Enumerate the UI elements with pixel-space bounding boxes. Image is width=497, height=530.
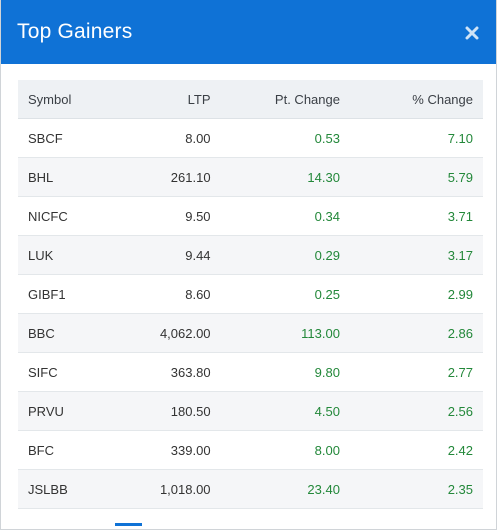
cell-ltp: 9.44 (114, 235, 221, 275)
cell-pct-change: 7.10 (349, 118, 483, 158)
cell-symbol[interactable]: BFC (18, 430, 115, 470)
cell-pt-change: 23.40 (220, 469, 350, 509)
column-header-pct-change[interactable]: % Change (349, 80, 483, 119)
cell-ltp: 8.60 (114, 274, 221, 314)
cell-symbol[interactable]: PRVU (18, 391, 115, 431)
table-row[interactable]: GIBF1 8.60 0.25 2.99 (18, 274, 483, 314)
column-header-symbol[interactable]: Symbol (18, 80, 115, 119)
close-icon (465, 26, 479, 40)
cell-symbol[interactable]: BBC (18, 313, 115, 353)
modal-header: Top Gainers (1, 0, 496, 64)
cell-pt-change: 14.30 (220, 157, 350, 197)
cell-symbol[interactable]: NICFC (18, 196, 115, 236)
cell-pt-change: 0.34 (220, 196, 350, 236)
cell-pct-change: 3.17 (349, 235, 483, 275)
cell-symbol[interactable]: SBCF (18, 118, 115, 158)
column-header-ltp[interactable]: LTP (114, 80, 221, 119)
cell-pct-change: 2.42 (349, 430, 483, 470)
table-header-row: Symbol LTP Pt. Change % Change (18, 80, 483, 119)
cell-pct-change: 2.56 (349, 391, 483, 431)
cell-pt-change: 0.53 (220, 118, 350, 158)
table-row[interactable]: BBC 4,062.00 113.00 2.86 (18, 313, 483, 353)
cell-symbol[interactable]: LUK (18, 235, 115, 275)
scroll-indicator (115, 523, 142, 526)
cell-symbol[interactable]: BHL (18, 157, 115, 197)
table-row[interactable]: LUK 9.44 0.29 3.17 (18, 235, 483, 275)
cell-ltp: 1,018.00 (114, 469, 221, 509)
cell-ltp: 261.10 (114, 157, 221, 197)
cell-pct-change: 3.71 (349, 196, 483, 236)
cell-ltp: 9.50 (114, 196, 221, 236)
cell-pt-change: 113.00 (220, 313, 350, 353)
column-header-pt-change[interactable]: Pt. Change (220, 80, 350, 119)
table-body: SBCF 8.00 0.53 7.10 BHL 261.10 14.30 5.79 NICFC 9… (18, 118, 483, 509)
gainers-table-container: Symbol LTP Pt. Change % Change SBCF 8.00 0… (18, 80, 483, 509)
table-row[interactable]: JSLBB 1,018.00 23.40 2.35 (18, 469, 483, 509)
table-row[interactable]: NICFC 9.50 0.34 3.71 (18, 196, 483, 236)
cell-pt-change: 0.29 (220, 235, 350, 275)
cell-ltp: 8.00 (114, 118, 221, 158)
cell-pct-change: 2.99 (349, 274, 483, 314)
cell-pt-change: 0.25 (220, 274, 350, 314)
table-row[interactable]: BFC 339.00 8.00 2.42 (18, 430, 483, 470)
cell-ltp: 4,062.00 (114, 313, 221, 353)
cell-pct-change: 5.79 (349, 157, 483, 197)
table-row[interactable]: PRVU 180.50 4.50 2.56 (18, 391, 483, 431)
cell-symbol[interactable]: JSLBB (18, 469, 115, 509)
cell-symbol[interactable]: SIFC (18, 352, 115, 392)
cell-pct-change: 2.77 (349, 352, 483, 392)
cell-ltp: 363.80 (114, 352, 221, 392)
table-row[interactable]: SBCF 8.00 0.53 7.10 (18, 118, 483, 158)
gainers-table: Symbol LTP Pt. Change % Change SBCF 8.00 0… (18, 80, 483, 509)
cell-pt-change: 4.50 (220, 391, 350, 431)
cell-pt-change: 9.80 (220, 352, 350, 392)
cell-pt-change: 8.00 (220, 430, 350, 470)
cell-symbol[interactable]: GIBF1 (18, 274, 115, 314)
cell-ltp: 180.50 (114, 391, 221, 431)
modal-title: Top Gainers (17, 20, 133, 43)
cell-ltp: 339.00 (114, 430, 221, 470)
cell-pct-change: 2.35 (349, 469, 483, 509)
table-row[interactable]: SIFC 363.80 9.80 2.77 (18, 352, 483, 392)
table-row[interactable]: BHL 261.10 14.30 5.79 (18, 157, 483, 197)
close-button[interactable] (460, 21, 484, 45)
cell-pct-change: 2.86 (349, 313, 483, 353)
